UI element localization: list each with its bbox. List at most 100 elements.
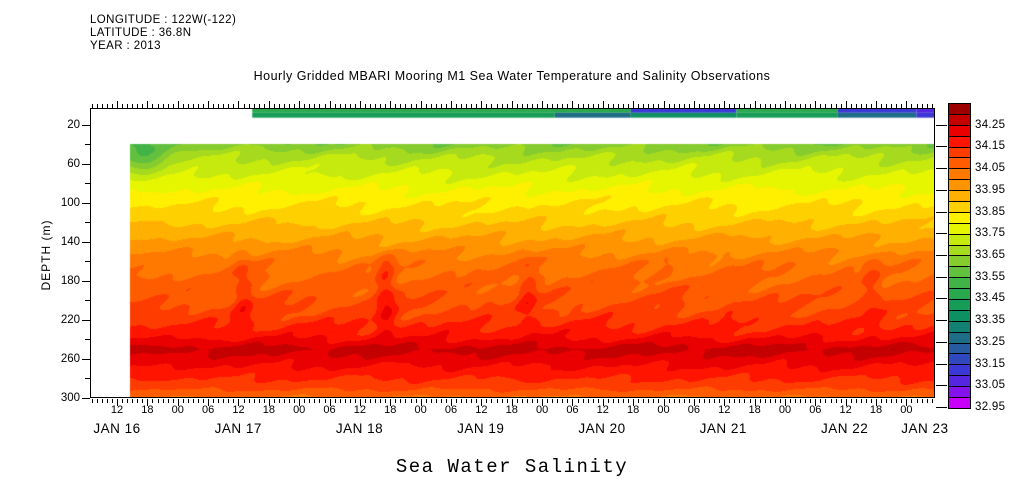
x-tick-bottom [168, 399, 169, 403]
x-tick-top [871, 104, 872, 108]
colorbar-cell [949, 114, 970, 126]
colorbar-cell [949, 365, 970, 377]
x-tick-top [117, 101, 118, 108]
x-tick-top [922, 104, 923, 108]
x-tick-bottom [335, 399, 336, 403]
x-tick-bottom [279, 399, 280, 403]
x-tick-top [421, 101, 422, 108]
x-tick-top [739, 104, 740, 108]
x-tick-top [694, 101, 695, 108]
x-tick-top [598, 104, 599, 108]
x-hour-label: 18 [262, 404, 275, 416]
x-tick-top [127, 104, 128, 108]
x-tick-top [836, 104, 837, 108]
x-tick-bottom [815, 399, 816, 406]
x-tick-bottom [208, 399, 209, 406]
colorbar-cell [949, 300, 970, 311]
x-tick-bottom [836, 399, 837, 403]
colorbar-cell [949, 234, 970, 246]
x-tick-bottom [431, 399, 432, 403]
x-tick-bottom [927, 399, 928, 403]
x-date-label: JAN 16 [93, 421, 141, 436]
colorbar-cell [949, 202, 970, 213]
x-tick-top [861, 104, 862, 108]
x-tick-top [183, 104, 184, 108]
x-tick-bottom [254, 399, 255, 403]
x-tick-top [805, 104, 806, 108]
x-tick-top [679, 104, 680, 108]
x-tick-bottom [856, 399, 857, 403]
colorbar-label: 33.85 [975, 205, 1006, 218]
y-tick-minor [85, 339, 90, 340]
x-tick-top [583, 104, 584, 108]
x-tick-top [653, 104, 654, 108]
x-tick-top [441, 104, 442, 108]
header-longitude: LONGITUDE : 122W(-122) [90, 14, 237, 26]
x-hour-label: 12 [353, 404, 367, 416]
x-tick-bottom [325, 399, 326, 403]
x-tick-top [102, 104, 103, 108]
x-tick-bottom [922, 399, 923, 403]
x-tick-top [309, 104, 310, 108]
colorbar-cell [949, 158, 970, 170]
x-hour-label: 18 [384, 404, 397, 416]
x-tick-top [724, 101, 725, 108]
x-tick-top [92, 104, 93, 108]
x-hour-label: 00 [414, 404, 427, 416]
x-hour-label: 00 [171, 404, 184, 416]
x-tick-top [896, 104, 897, 108]
x-tick-bottom [355, 399, 356, 403]
colorbar-cell [949, 278, 970, 290]
x-tick-bottom [299, 399, 300, 406]
x-tick-top [755, 101, 756, 108]
x-tick-top [213, 104, 214, 108]
x-tick-top [416, 104, 417, 108]
colorbar-cell [949, 267, 970, 279]
x-tick-top [274, 104, 275, 108]
x-tick-top [208, 101, 209, 108]
x-tick-bottom [441, 399, 442, 403]
colorbar-cell [949, 104, 970, 115]
x-tick-top [704, 104, 705, 108]
x-tick-bottom [436, 399, 437, 403]
x-tick-top [223, 104, 224, 108]
x-tick-top [147, 101, 148, 108]
y-tick-major [82, 125, 90, 126]
x-tick-bottom [891, 399, 892, 403]
x-tick-top [466, 104, 467, 108]
x-tick-top [886, 104, 887, 108]
x-tick-bottom [896, 399, 897, 403]
x-tick-bottom [775, 399, 776, 403]
x-hour-label: 12 [839, 404, 852, 416]
x-tick-bottom [223, 399, 224, 403]
x-axis-title: Sea Water Salinity [395, 456, 629, 478]
x-hour-label: 12 [718, 404, 731, 416]
x-tick-top [638, 104, 639, 108]
x-tick-top [719, 104, 720, 108]
colorbar-label: 33.45 [975, 292, 1006, 305]
x-tick-bottom [679, 399, 680, 403]
x-tick-bottom [750, 399, 751, 403]
colorbar [948, 103, 971, 409]
x-tick-top [810, 104, 811, 108]
x-tick-bottom [623, 399, 624, 403]
colorbar-label: 33.55 [975, 270, 1006, 283]
x-tick-top [233, 104, 234, 108]
x-tick-top [279, 104, 280, 108]
colorbar-cell [949, 321, 970, 333]
x-tick-bottom [780, 399, 781, 403]
x-tick-top [299, 101, 300, 108]
x-tick-top [588, 104, 589, 108]
x-tick-top [831, 104, 832, 108]
x-tick-top [760, 104, 761, 108]
x-tick-bottom [709, 399, 710, 403]
x-tick-bottom [932, 399, 933, 403]
x-tick-bottom [117, 399, 118, 406]
x-tick-top [770, 104, 771, 108]
x-tick-top [628, 104, 629, 108]
x-tick-bottom [142, 399, 143, 403]
x-tick-top [173, 104, 174, 108]
x-tick-bottom [92, 399, 93, 403]
x-tick-top [876, 101, 877, 108]
colorbar-cell [949, 343, 970, 355]
